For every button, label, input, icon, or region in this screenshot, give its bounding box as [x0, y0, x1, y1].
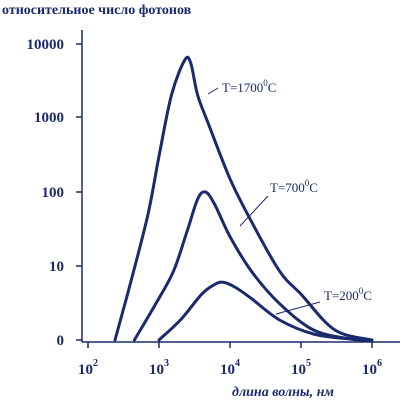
- label-leader-line: [239, 195, 269, 227]
- x-tick-label: 103: [149, 358, 169, 378]
- x-tick-label: 104: [220, 358, 240, 378]
- y-axis-label: относительное число фотонов: [2, 3, 192, 18]
- y-tick-label: 100: [42, 185, 65, 201]
- series-label: T=2000C: [324, 286, 372, 303]
- series-label: T=7000C: [270, 178, 318, 195]
- x-ticks: 102 103 104 105 106: [78, 342, 382, 378]
- y-tick-label: 1000: [34, 110, 64, 126]
- x-tick-label: 105: [291, 358, 311, 378]
- label-leader-line: [207, 87, 219, 95]
- series-line-2: [132, 190, 374, 342]
- curve-labels: T=17000C T=7000C T=2000C: [207, 78, 372, 315]
- y-tick-label: 10: [49, 259, 64, 275]
- y-ticks: 0 10 100 1000 10000: [27, 37, 82, 349]
- series-line-1: [113, 55, 374, 342]
- x-tick-label: 106: [362, 358, 382, 378]
- curves: [113, 55, 374, 342]
- series-label: T=17000C: [222, 78, 276, 95]
- y-tick-label: 0: [57, 333, 65, 349]
- y-tick-label: 10000: [27, 37, 65, 53]
- label-leader-line: [275, 301, 321, 315]
- x-tick-label: 102: [78, 358, 98, 378]
- series-line-3: [157, 280, 374, 342]
- x-axis-label: длина волны, нм: [232, 385, 334, 400]
